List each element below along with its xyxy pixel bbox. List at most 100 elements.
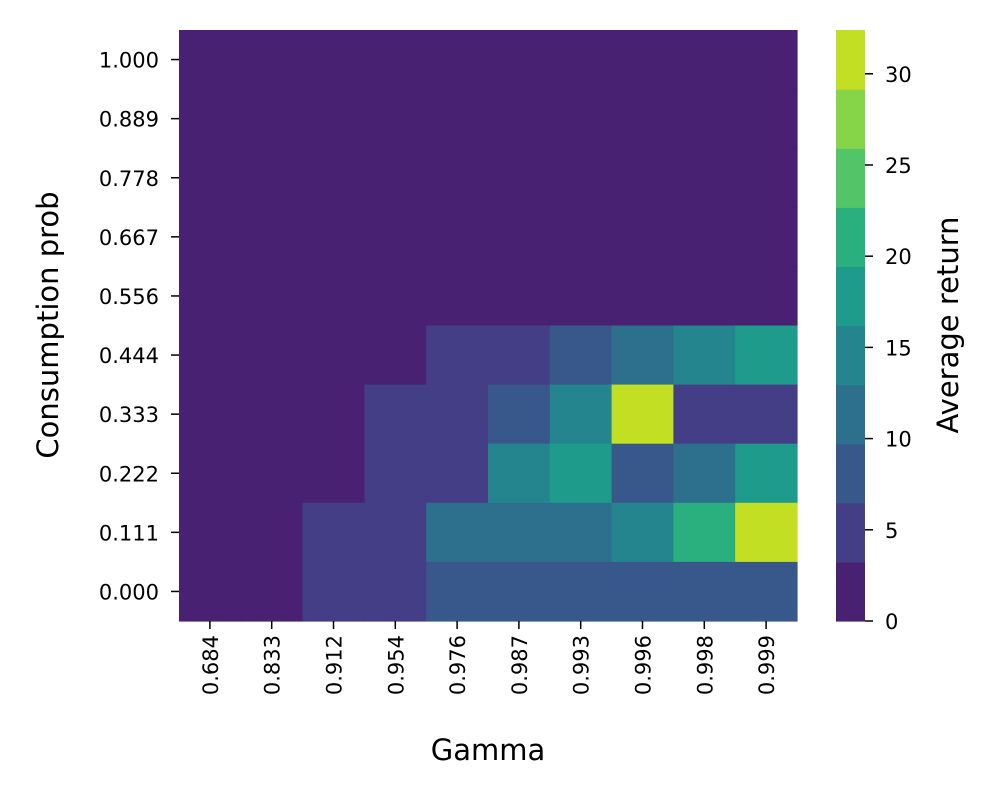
y-axis-ticks: 1.000 0.889 0.778 0.667 0.556 0.444 0.333 0.222… [99,49,179,604]
heatmap-cell [549,89,613,149]
heatmap-cell [735,561,798,622]
heatmap-cell [549,148,613,208]
colorbar-segment [836,502,865,563]
x-tick-label: 0.998 [693,635,717,695]
heatmap-cell [611,502,674,563]
colorbar: 0 5 10 15 20 25 30 [836,30,912,634]
heatmap-cell [426,384,489,445]
heatmap-cell [364,561,427,622]
heatmap-cell [426,148,489,208]
colorbar-segment [836,207,865,267]
heatmap-cell [549,561,613,622]
heatmap-cell [240,266,304,327]
x-tick-label: 0.996 [632,635,656,695]
heatmap-cell [611,384,674,445]
y-tick-label: 0.333 [99,403,159,427]
heatmap-cell [179,384,242,445]
heatmap-cell [488,325,551,386]
x-tick-label: 0.999 [755,635,779,695]
heatmap-cell [488,384,551,445]
heatmap-cell [611,148,674,208]
colorbar-segment [836,148,865,208]
heatmap-cell [549,384,613,445]
heatmap-cell [488,30,551,90]
colorbar-tick-label: 30 [885,63,912,87]
heatmap-cell [673,30,736,90]
x-axis-ticks: 0.684 0.833 0.912 0.954 0.976 0.987 0.993 0.996… [199,621,779,695]
colorbar-segment [836,443,865,504]
heatmap-cell [240,325,304,386]
heatmap-cell [549,266,613,327]
heatmap-cell [364,325,427,386]
heatmap-cell [735,207,798,267]
heatmap-cell [488,89,551,149]
heatmap-cell [302,384,365,445]
heatmap-cell [673,89,736,149]
x-tick-label: 0.993 [570,635,594,695]
heatmap-cell [673,561,736,622]
x-tick-label: 0.976 [446,635,470,695]
heatmap-cell [302,148,365,208]
heatmap-cell [673,502,736,563]
heatmap-cell [240,561,304,622]
heatmap-cell [364,502,427,563]
heatmap-cell [426,207,489,267]
heatmap-cell [179,502,242,563]
heatmap-cell [302,207,365,267]
heatmap-cell [735,89,798,149]
heatmap-cell [426,89,489,149]
heatmap-cell [488,266,551,327]
heatmap-cell [179,325,242,386]
heatmap-cell [240,502,304,563]
heatmap-cell [488,207,551,267]
heatmap-cell [240,384,304,445]
heatmap-cell [611,207,674,267]
heatmap-cell [240,207,304,267]
heatmap-cell [673,325,736,386]
heatmap-cell [549,207,613,267]
heatmap-cell [735,443,798,504]
heatmap-cell [673,266,736,327]
heatmap-cells [179,30,798,622]
heatmap-cell [426,30,489,90]
heatmap-cell [549,30,613,90]
heatmap-cell [673,384,736,445]
heatmap-cell [240,30,304,90]
heatmap-cell [179,89,242,149]
heatmap-cell [488,443,551,504]
x-tick-label: 0.954 [384,635,408,695]
heatmap-cell [302,561,365,622]
heatmap-cell [179,148,242,208]
y-tick-label: 0.778 [99,167,159,191]
heatmap-cell [179,30,242,90]
heatmap-cell [302,89,365,149]
heatmap-cell [240,148,304,208]
heatmap-cell [240,89,304,149]
heatmap-cell [179,207,242,267]
heatmap-cell [673,148,736,208]
heatmap-cell [364,30,427,90]
heatmap-cell [611,266,674,327]
colorbar-title: Average return [931,217,965,434]
x-tick-label: 0.833 [261,635,285,695]
heatmap-cell [549,325,613,386]
heatmap-cell [488,561,551,622]
colorbar-tick-label: 0 [885,610,898,634]
colorbar-segment [836,384,865,445]
y-tick-label: 0.556 [99,285,159,309]
colorbar-tick-label: 5 [885,519,898,543]
heatmap-cell [735,384,798,445]
heatmap-cell [302,30,365,90]
x-axis-title: Gamma [431,733,546,767]
heatmap-cell [364,384,427,445]
y-tick-label: 1.000 [99,49,159,73]
colorbar-tick-label: 15 [885,336,912,360]
heatmap-cell [302,325,365,386]
heatmap-cell [364,207,427,267]
heatmap-cell [735,148,798,208]
heatmap-cell [179,443,242,504]
heatmap-cell [426,561,489,622]
y-axis-title: Consumption prob [31,191,65,458]
colorbar-segment [836,30,865,90]
x-tick-label: 0.912 [323,635,347,695]
